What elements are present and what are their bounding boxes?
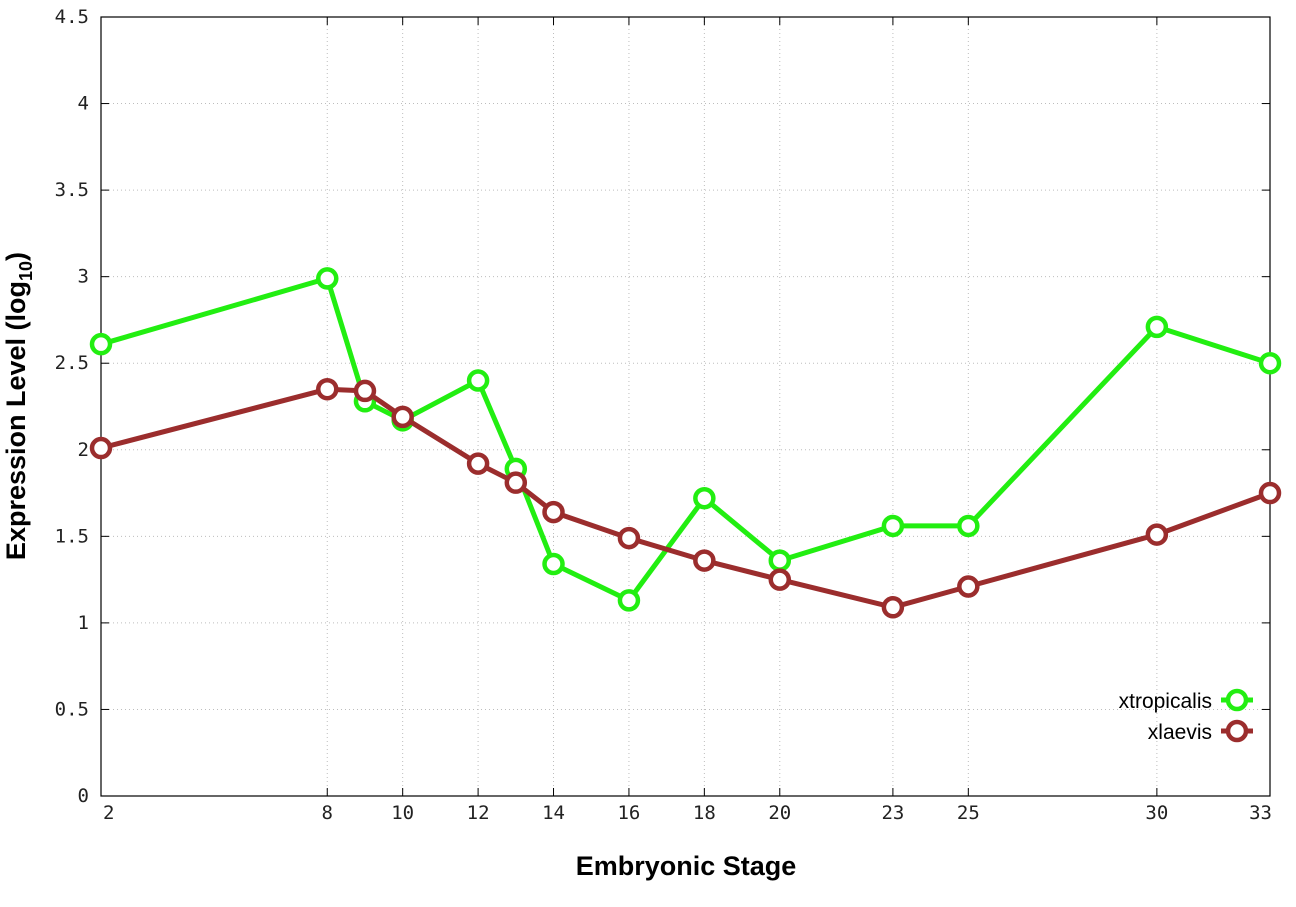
data-point-xlaevis [881, 596, 905, 619]
data-point-xlaevis [353, 379, 377, 403]
legend-item-xlaevis: xlaevis [1148, 719, 1253, 744]
x-tick-label: 10 [391, 802, 414, 824]
legend-marker [1225, 688, 1249, 712]
data-point-xtropicalis [693, 486, 716, 510]
data-point-xtropicalis [617, 589, 641, 612]
x-tick-label: 14 [542, 802, 565, 824]
data-point-xtropicalis [316, 267, 339, 290]
data-point-xtropicalis [1258, 351, 1282, 375]
y-axis-title-main: Expression Level (log [1, 281, 31, 560]
data-point-xlaevis [768, 568, 792, 591]
y-tick-label: 1 [78, 612, 89, 634]
data-point-xtropicalis [1145, 315, 1169, 339]
x-tick-label: 2 [103, 802, 114, 824]
legend-marker [1225, 719, 1249, 743]
data-point-xlaevis [957, 575, 980, 598]
x-tick-label: 8 [322, 802, 333, 824]
axis-ticks: 0 0.5 1 1.5 2 2.5 3 3.5 4 4.5 2 8 10 12 14 16 18 20 23 25 30… [55, 6, 1272, 824]
data-point-xtropicalis [89, 332, 113, 356]
series-xlaevis [89, 377, 1282, 619]
y-tick-label: 3 [78, 266, 89, 288]
series-line-xlaevis [100, 386, 1271, 610]
y-tick-label: 3.5 [55, 179, 89, 201]
data-point-xtropicalis [957, 514, 980, 538]
data-point-xlaevis [391, 405, 414, 429]
plot-frame [100, 16, 1271, 797]
series-layer [89, 267, 1282, 619]
data-point-xlaevis [542, 500, 565, 524]
x-tick-label: 30 [1145, 802, 1168, 824]
x-tick-label: 25 [957, 802, 980, 824]
x-tick-label: 18 [693, 802, 716, 824]
x-axis-title: Embryonic Stage [576, 851, 797, 881]
y-tick-label: 1.5 [55, 525, 89, 547]
x-tick-label: 16 [617, 802, 640, 824]
y-axis-title: Expression Level (log10) [1, 252, 36, 560]
x-tick-label: 12 [467, 802, 490, 824]
data-point-xlaevis [504, 471, 528, 494]
y-tick-label: 4.5 [55, 6, 89, 28]
x-tick-label: 33 [1249, 802, 1272, 824]
y-axis-title-subscript: 10 [16, 261, 36, 281]
y-tick-label: 2 [78, 439, 89, 461]
y-tick-label: 0 [78, 785, 89, 807]
data-point-xtropicalis [466, 369, 490, 392]
y-tick-label: 2.5 [55, 352, 89, 374]
x-tick-label: 20 [768, 802, 791, 824]
y-tick-label: 4 [78, 93, 89, 115]
series-xtropicalis [89, 267, 1282, 612]
data-point-xlaevis [617, 526, 641, 550]
data-point-xlaevis [466, 452, 490, 475]
data-point-xlaevis [1145, 523, 1169, 546]
data-point-xlaevis [1258, 481, 1282, 505]
x-tick-label: 23 [881, 802, 904, 824]
legend-label: xlaevis [1148, 721, 1212, 744]
data-point-xlaevis [693, 549, 716, 572]
data-point-xtropicalis [768, 549, 792, 572]
y-tick-label: 0.5 [55, 698, 89, 720]
data-point-xtropicalis [881, 514, 905, 538]
legend-item-xtropicalis: xtropicalis [1119, 688, 1253, 713]
y-axis-title-close: ) [1, 252, 31, 261]
data-point-xlaevis [89, 436, 113, 460]
legend: xtropicalis xlaevis [1119, 688, 1253, 744]
legend-label: xtropicalis [1119, 690, 1212, 713]
grid [101, 17, 1270, 796]
data-point-xlaevis [316, 377, 339, 401]
data-point-xtropicalis [542, 552, 565, 576]
